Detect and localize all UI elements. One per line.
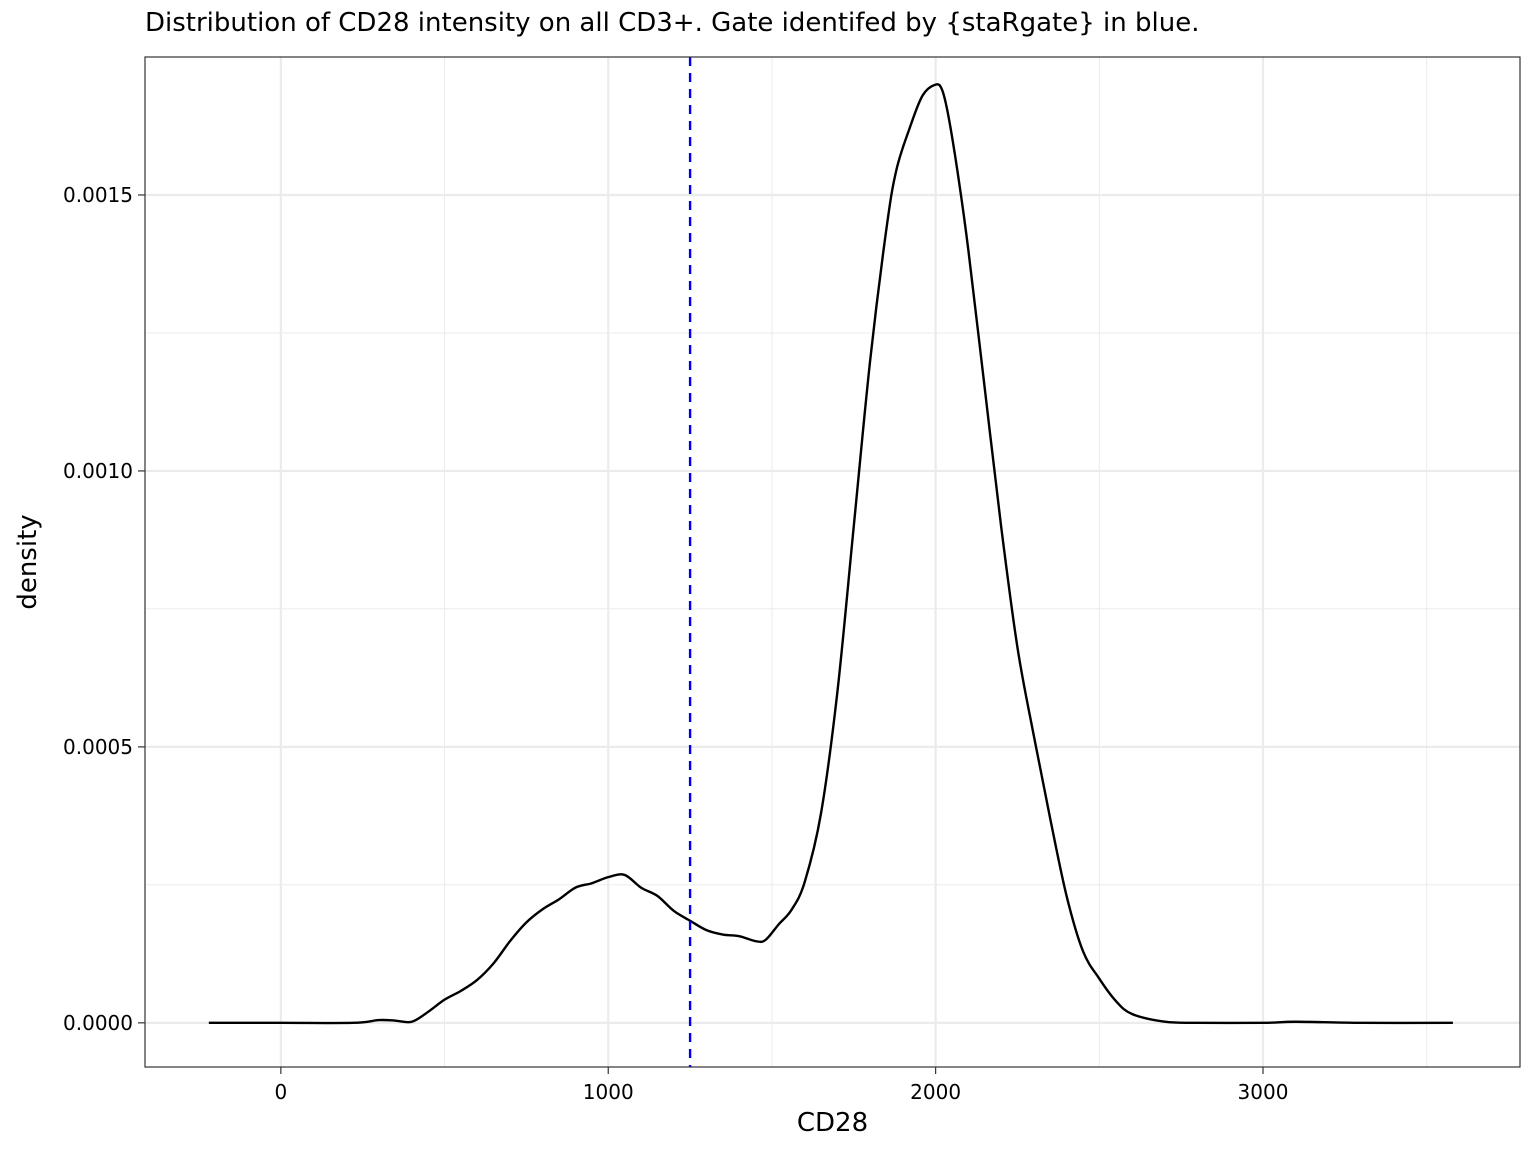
y-tick-label: 0.0010 <box>63 459 133 483</box>
x-axis-title: CD28 <box>797 1108 868 1138</box>
x-tick-label: 1000 <box>583 1080 634 1104</box>
grid-minor <box>145 57 1520 1067</box>
x-tick-label: 3000 <box>1238 1080 1289 1104</box>
x-axis: 0 1000 2000 3000 <box>274 1067 1288 1104</box>
y-tick-label: 0.0000 <box>63 1011 133 1035</box>
density-curve <box>208 83 1453 1025</box>
grid-major <box>145 57 1520 1067</box>
y-tick-label: 0.0015 <box>63 183 133 207</box>
y-axis: 0.0000 0.0005 0.0010 0.0015 <box>63 183 145 1035</box>
chart-title: Distribution of CD28 intensity on all CD… <box>145 8 1200 38</box>
x-tick-label: 0 <box>274 1080 287 1104</box>
x-tick-label: 2000 <box>910 1080 961 1104</box>
panel-border <box>144 56 1521 1068</box>
y-axis-title: density <box>13 514 43 609</box>
y-tick-label: 0.0005 <box>63 735 133 759</box>
chart-marks <box>208 57 1453 1067</box>
